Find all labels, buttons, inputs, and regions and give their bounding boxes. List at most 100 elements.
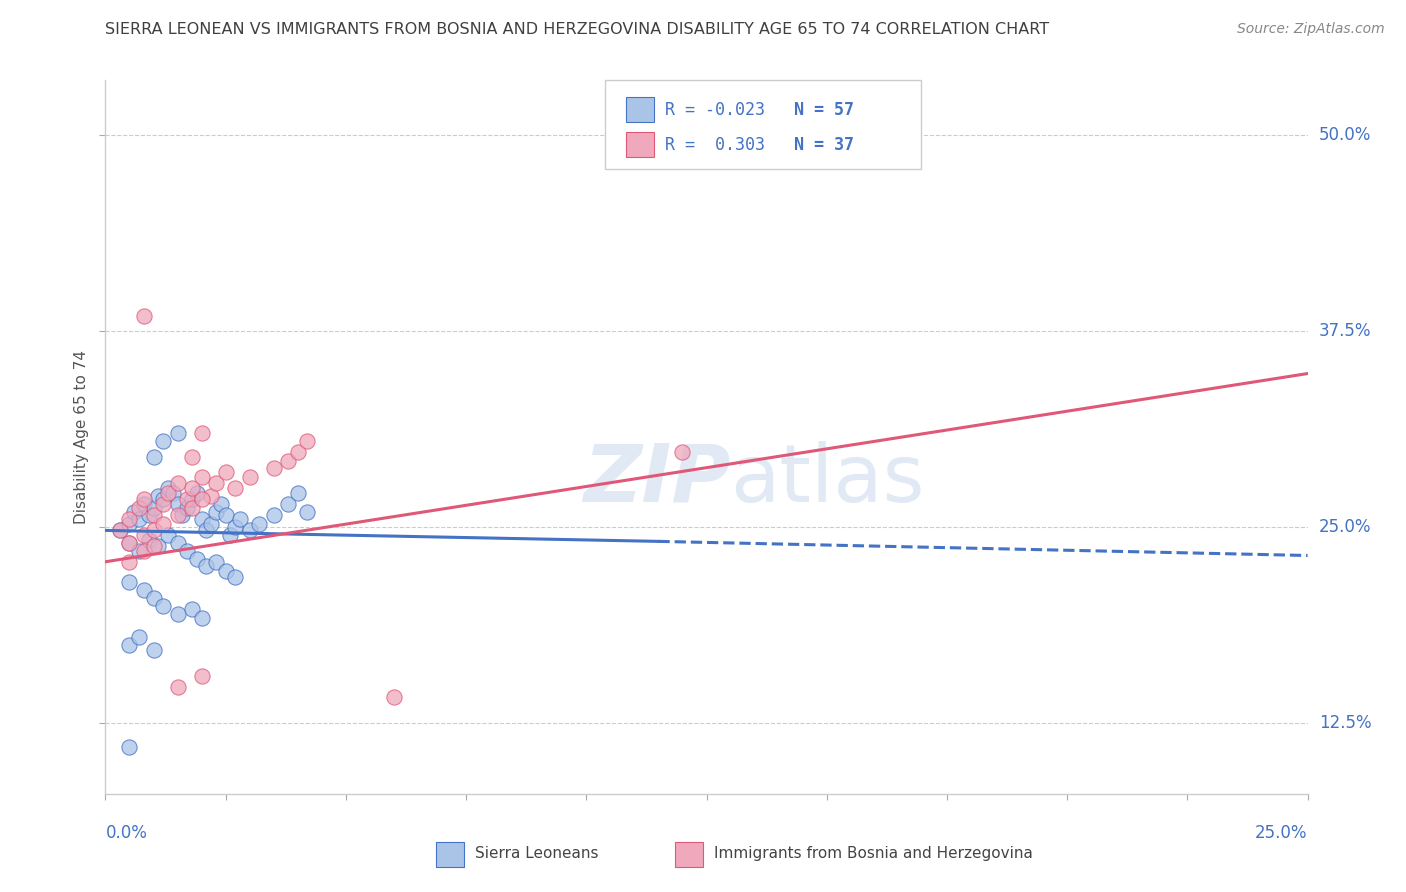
Point [382, 690, 405, 704]
Point [118, 575, 141, 590]
Text: SIERRA LEONEAN VS IMMIGRANTS FROM BOSNIA AND HERZEGOVINA DISABILITY AGE 65 TO 74: SIERRA LEONEAN VS IMMIGRANTS FROM BOSNIA… [105, 22, 1049, 37]
Point [195, 559, 218, 574]
Point [142, 591, 165, 605]
Point [181, 491, 204, 506]
Point [247, 517, 270, 532]
Point [118, 512, 141, 526]
Point [224, 570, 246, 584]
Point [277, 454, 299, 468]
Point [190, 669, 212, 683]
Point [132, 491, 155, 506]
Text: Sierra Leoneans: Sierra Leoneans [475, 847, 599, 861]
Point [176, 501, 198, 516]
Point [152, 491, 174, 506]
Point [297, 505, 319, 519]
Text: ZIP: ZIP [583, 441, 731, 519]
Point [166, 508, 188, 522]
Point [176, 491, 198, 506]
Point [200, 517, 222, 532]
Point [181, 602, 204, 616]
Point [142, 642, 165, 657]
Point [239, 470, 262, 484]
Point [142, 501, 165, 516]
Point [214, 508, 236, 522]
Point [152, 434, 174, 448]
Point [671, 445, 693, 459]
Point [118, 536, 141, 550]
Point [166, 607, 188, 621]
Point [186, 485, 208, 500]
Point [205, 505, 228, 519]
Text: N = 37: N = 37 [794, 136, 855, 154]
Point [152, 497, 174, 511]
Point [181, 481, 204, 495]
Text: Source: ZipAtlas.com: Source: ZipAtlas.com [1237, 22, 1385, 37]
Point [190, 491, 212, 506]
Point [132, 528, 155, 542]
Point [142, 539, 165, 553]
Point [224, 520, 246, 534]
Point [166, 426, 188, 441]
Point [195, 524, 218, 538]
Point [132, 582, 155, 597]
Point [118, 739, 141, 754]
Point [176, 543, 198, 558]
Text: 50.0%: 50.0% [1319, 126, 1371, 145]
Point [181, 501, 204, 516]
Point [190, 512, 212, 526]
Point [152, 517, 174, 532]
Point [162, 485, 184, 500]
Text: R =  0.303: R = 0.303 [665, 136, 765, 154]
Point [124, 505, 146, 519]
Point [156, 528, 179, 542]
Point [205, 555, 228, 569]
Point [132, 497, 155, 511]
Text: 0.0%: 0.0% [105, 824, 148, 842]
Point [142, 508, 165, 522]
Point [224, 481, 246, 495]
Point [108, 524, 131, 538]
Point [132, 309, 155, 323]
Text: Immigrants from Bosnia and Herzegovina: Immigrants from Bosnia and Herzegovina [714, 847, 1033, 861]
Point [128, 512, 150, 526]
Point [214, 466, 236, 480]
Point [190, 611, 212, 625]
Point [190, 426, 212, 441]
Point [172, 508, 194, 522]
Text: 25.0%: 25.0% [1256, 824, 1308, 842]
Point [118, 638, 141, 652]
Point [263, 508, 285, 522]
Point [209, 497, 232, 511]
Text: N = 57: N = 57 [794, 102, 855, 120]
Point [132, 543, 155, 558]
Y-axis label: Disability Age 65 to 74: Disability Age 65 to 74 [73, 350, 89, 524]
Point [219, 528, 242, 542]
Point [166, 536, 188, 550]
Point [118, 517, 141, 532]
Point [205, 476, 228, 491]
Point [138, 533, 160, 547]
Point [166, 497, 188, 511]
Text: 12.5%: 12.5% [1319, 714, 1371, 732]
Point [229, 512, 252, 526]
Point [200, 489, 222, 503]
Point [128, 543, 150, 558]
Point [263, 460, 285, 475]
Point [128, 630, 150, 644]
Point [142, 450, 165, 464]
Point [239, 524, 262, 538]
Point [156, 485, 179, 500]
Point [297, 434, 319, 448]
Point [287, 445, 309, 459]
Point [148, 539, 170, 553]
Point [190, 470, 212, 484]
Point [186, 551, 208, 566]
Text: atlas: atlas [731, 441, 925, 519]
Point [142, 524, 165, 538]
Point [166, 476, 188, 491]
Text: 25.0%: 25.0% [1319, 518, 1371, 536]
Text: R = -0.023: R = -0.023 [665, 102, 765, 120]
Point [181, 450, 204, 464]
Point [108, 524, 131, 538]
Text: 37.5%: 37.5% [1319, 322, 1371, 340]
